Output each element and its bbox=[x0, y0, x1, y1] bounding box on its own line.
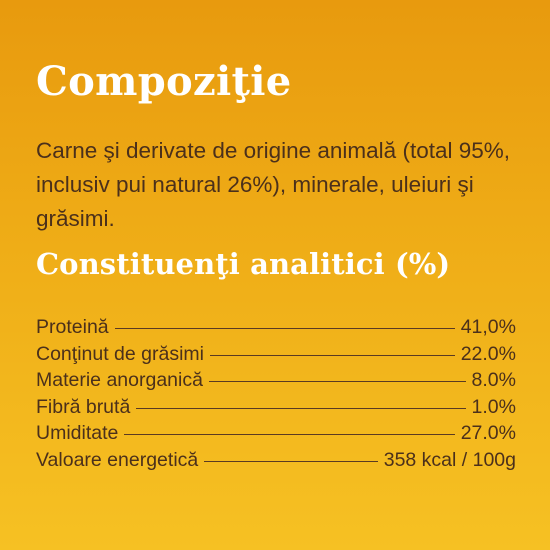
leader-line bbox=[208, 381, 466, 382]
leader-line bbox=[136, 407, 466, 409]
leader-line bbox=[210, 354, 455, 356]
row-value: 358 kcal / 100g bbox=[383, 448, 516, 471]
table-row: Fibră brută 1.0% bbox=[36, 394, 516, 421]
table-row: Materie anorganică 8.0% bbox=[36, 367, 516, 394]
leader-line bbox=[114, 328, 455, 329]
analytical-constituents-title: Constituenţi analitici (%) bbox=[36, 247, 451, 281]
analytical-constituents-table: Proteină 41,0% Conţinut de grăsimi 22.0%… bbox=[36, 314, 516, 473]
row-label: Valoare energetică bbox=[36, 448, 199, 471]
table-row: Valoare energetică 358 kcal / 100g bbox=[36, 447, 516, 474]
composition-title: Compoziţie bbox=[36, 58, 292, 105]
table-row: Umiditate 27.0% bbox=[36, 420, 516, 447]
leader-line bbox=[124, 434, 455, 435]
row-value: 27.0% bbox=[460, 422, 516, 444]
composition-text: Carne şi derivate de origine animală (to… bbox=[36, 138, 511, 231]
row-label: Materie anorganică bbox=[36, 369, 203, 391]
row-label: Conţinut de grăsimi bbox=[36, 342, 204, 365]
table-row: Proteină 41,0% bbox=[36, 314, 516, 341]
row-label: Fibră brută bbox=[36, 395, 131, 418]
row-value: 1.0% bbox=[471, 395, 516, 418]
table-row: Conţinut de grăsimi 22.0% bbox=[36, 341, 516, 368]
row-value: 22.0% bbox=[460, 342, 516, 365]
row-value: 41,0% bbox=[460, 316, 516, 338]
row-label: Proteină bbox=[36, 316, 109, 338]
row-value: 8.0% bbox=[471, 369, 516, 391]
leader-line bbox=[204, 460, 378, 462]
row-label: Umiditate bbox=[36, 422, 119, 444]
